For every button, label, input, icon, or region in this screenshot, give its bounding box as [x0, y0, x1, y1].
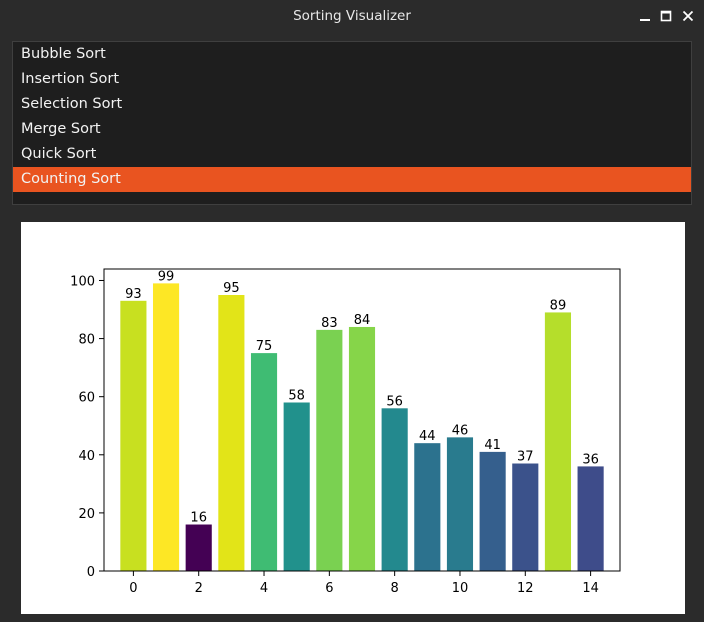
chart-bar: [283, 402, 310, 571]
chart-bar: [152, 283, 180, 571]
x-tick-label: 14: [582, 581, 599, 596]
bar-value-label: 93: [125, 287, 142, 302]
chart-bar: [120, 300, 147, 571]
bar-value-label: 89: [550, 298, 567, 313]
chart-bar: [577, 466, 604, 571]
bar-value-label: 95: [223, 281, 240, 296]
close-icon: [682, 10, 694, 22]
list-item-counting-sort[interactable]: Counting Sort: [13, 167, 691, 192]
chart-bar: [185, 524, 212, 571]
list-item-merge-sort[interactable]: Merge Sort: [21, 121, 101, 137]
bar-value-label: 58: [288, 388, 305, 403]
chart-bar: [250, 353, 278, 571]
y-tick-label: 80: [78, 333, 95, 348]
window-title: Sorting Visualizer: [293, 8, 411, 24]
bar-value-label: 46: [452, 423, 469, 438]
minimize-icon: [640, 19, 650, 21]
y-tick-label: 60: [78, 391, 95, 406]
x-tick-label: 12: [517, 581, 534, 596]
x-tick-label: 6: [325, 581, 333, 596]
bar-value-label: 16: [190, 511, 207, 526]
x-tick-label: 2: [195, 581, 203, 596]
bar-value-label: 44: [419, 429, 436, 444]
bar-value-label: 36: [582, 452, 599, 467]
maximize-button[interactable]: [657, 7, 675, 25]
list-item-bubble-sort[interactable]: Bubble Sort: [21, 46, 106, 62]
title-bar: Sorting Visualizer: [0, 0, 704, 34]
plot-frame: [103, 268, 621, 572]
bar-value-label: 83: [321, 316, 338, 331]
x-tick-label: 4: [260, 581, 268, 596]
bar-value-label: 56: [386, 394, 403, 409]
x-tick-label: 10: [452, 581, 469, 596]
y-tick-label: 100: [70, 274, 95, 289]
y-tick-label: 0: [87, 565, 95, 580]
chart-bar: [348, 326, 376, 571]
chart-bar: [544, 312, 572, 571]
list-item-insertion-sort[interactable]: Insertion Sort: [21, 71, 120, 87]
bar-value-label: 41: [484, 438, 501, 453]
x-tick-label: 8: [391, 581, 399, 596]
list-item-quick-sort[interactable]: Quick Sort: [21, 146, 97, 162]
chart-bar: [512, 463, 539, 571]
chart-bar: [414, 443, 441, 571]
bar-value-label: 75: [256, 339, 273, 354]
maximize-icon: [660, 10, 672, 22]
chart-bar: [381, 408, 408, 571]
chart-bar: [446, 437, 474, 571]
bar-value-label: 37: [517, 450, 534, 465]
algorithm-list[interactable]: Bubble Sort Insertion Sort Selection Sor…: [12, 41, 692, 205]
minimize-button[interactable]: [636, 7, 654, 25]
bar-value-label: 99: [158, 269, 175, 284]
y-tick-label: 20: [78, 507, 95, 522]
list-item-selection-sort[interactable]: Selection Sort: [21, 96, 123, 112]
bar-value-label: 84: [354, 313, 371, 328]
chart-canvas: 93 99 16 95 75 58 83 84 56 44 46 41 37 89 36 0 2 4 6 8 10 12 1…: [21, 222, 685, 614]
chart-bar: [316, 329, 343, 571]
chart-bar: [479, 451, 506, 571]
y-tick-label: 40: [78, 449, 95, 464]
chart-bar: [218, 295, 245, 571]
close-button[interactable]: [679, 7, 697, 25]
x-tick-label: 0: [129, 581, 137, 596]
